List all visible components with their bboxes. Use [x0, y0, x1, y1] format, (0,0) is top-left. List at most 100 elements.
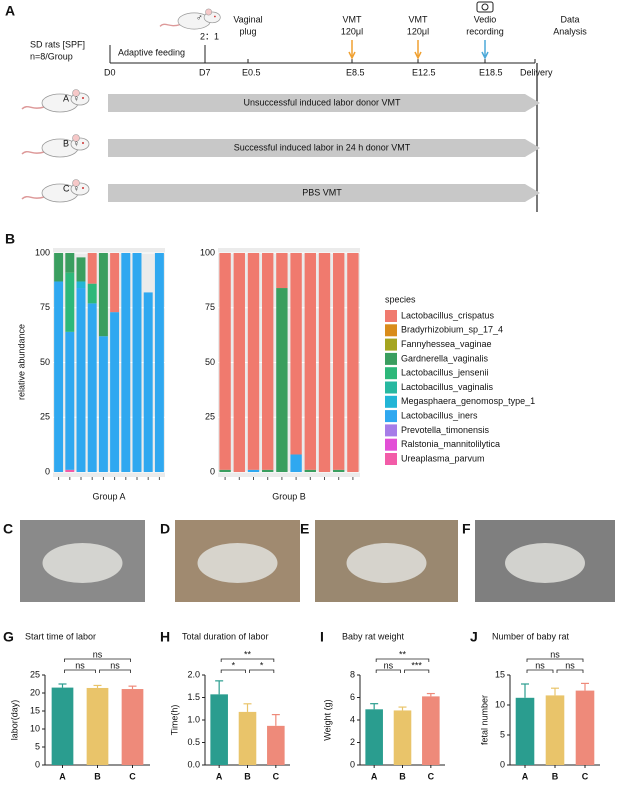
x-tick-label: B	[399, 771, 406, 781]
photo-rat	[346, 543, 427, 583]
sig-bracket	[64, 658, 131, 662]
group-arrow	[108, 139, 540, 157]
sig-bracket	[375, 658, 430, 662]
y-tick-label: 75	[40, 302, 50, 312]
rat-ear	[205, 8, 213, 16]
y-tick-label: 8	[350, 669, 355, 679]
event-text: Vaginal	[233, 14, 262, 24]
rat-ear	[72, 134, 80, 142]
stack-segment	[154, 253, 164, 472]
rat-icon	[21, 89, 90, 113]
stack-segment	[54, 281, 64, 472]
bar	[210, 694, 228, 765]
bar	[86, 687, 109, 765]
x-tick-label: B	[94, 771, 101, 781]
stack-segment	[247, 469, 260, 472]
sig-bracket	[220, 669, 246, 673]
legend-swatch	[385, 395, 397, 408]
stack-segment	[76, 288, 86, 472]
y-tick-label: 0	[45, 466, 50, 476]
sig-label: ns	[110, 660, 120, 670]
group-treatment: PBS VMT	[302, 187, 342, 197]
sig-label: ns	[75, 660, 85, 670]
x-tick-label: C	[428, 771, 435, 781]
legend-label: Lactobacillus_jensenii	[401, 368, 489, 378]
x-tick-label: C	[273, 771, 280, 781]
x-tick-label: C	[582, 771, 589, 781]
stack-segment	[87, 253, 97, 284]
phase-text: Adaptive feeding	[118, 47, 185, 57]
y-tick-label: 25	[40, 412, 50, 422]
rat-eye	[214, 15, 216, 18]
legend-label: Lactobacillus_vaginalis	[401, 382, 494, 392]
x-axis-label: Group A	[92, 491, 125, 501]
group-treatment: Successful induced labor in 24 h donor V…	[234, 142, 411, 152]
stack-segment	[304, 469, 316, 472]
bar	[393, 710, 412, 765]
sig-label: ns	[384, 660, 394, 670]
stack-segment	[65, 331, 75, 470]
y-tick-label: 1.0	[187, 714, 200, 724]
stack-segment	[262, 469, 274, 472]
sig-label: ns	[535, 660, 545, 670]
y-tick-label: 2	[350, 737, 355, 747]
stack-segment	[76, 281, 86, 289]
stack-segment	[219, 253, 231, 470]
y-axis-label: fetal number	[479, 695, 489, 745]
x-tick-label: B	[552, 771, 559, 781]
x-tick-label: A	[371, 771, 378, 781]
sig-label: ns	[550, 649, 560, 659]
event-text: 120μl	[407, 26, 429, 36]
sig-label: ***	[411, 660, 422, 670]
legend-label: Ralstonia_mannitolilytica	[401, 439, 500, 449]
chart-title: Start time of labor	[25, 631, 96, 641]
stack-segment	[65, 272, 75, 332]
stack-segment	[132, 253, 142, 472]
y-axis-label: relative abundance	[16, 324, 26, 400]
panel-label: D	[160, 521, 170, 537]
sig-bracket	[99, 669, 131, 673]
group-letter: B	[63, 138, 69, 148]
stack-segment	[347, 253, 359, 472]
group-treatment: Unsuccessful induced labor donor VMT	[243, 97, 401, 107]
stack-segment	[333, 469, 345, 472]
timeline-point: E0.5	[242, 67, 261, 77]
timeline-point: D0	[104, 67, 116, 77]
y-tick-label: 100	[200, 247, 215, 257]
group-arrow	[108, 184, 540, 202]
event-text: VMT	[343, 14, 363, 24]
sig-bracket	[526, 669, 554, 673]
stack-segment	[54, 253, 64, 282]
panel-label: J	[470, 629, 478, 645]
stack-segment	[87, 303, 97, 472]
stack-segment	[219, 469, 231, 472]
y-tick-label: 0	[35, 759, 40, 769]
sig-bracket	[404, 669, 430, 673]
stack-segment	[76, 257, 86, 282]
photo-rat	[42, 543, 123, 583]
sig-label: *	[232, 660, 236, 670]
event-text: plug	[239, 26, 256, 36]
rat-eye	[82, 187, 84, 189]
event-text: Analysis	[553, 26, 587, 36]
x-tick-label: A	[216, 771, 223, 781]
rat-tail	[21, 105, 45, 110]
legend-swatch	[385, 424, 397, 437]
y-tick-label: 0	[350, 759, 355, 769]
camera-icon	[476, 1, 494, 13]
stack-segment	[290, 454, 302, 472]
event-arrowhead	[481, 51, 489, 60]
legend-label: Lactobacillus_iners	[401, 410, 478, 420]
stack-segment	[121, 253, 131, 472]
panel-label: F	[462, 521, 471, 537]
panel-label: B	[5, 231, 15, 247]
legend-swatch	[385, 324, 397, 337]
legend-swatch	[385, 367, 397, 380]
y-tick-label: 2.0	[187, 669, 200, 679]
rat-tail	[159, 23, 181, 27]
sig-label: **	[244, 649, 252, 659]
sig-bracket	[220, 658, 275, 662]
camera-lens	[481, 3, 489, 11]
y-tick-label: 20	[30, 687, 40, 697]
photo-rat	[197, 543, 278, 583]
